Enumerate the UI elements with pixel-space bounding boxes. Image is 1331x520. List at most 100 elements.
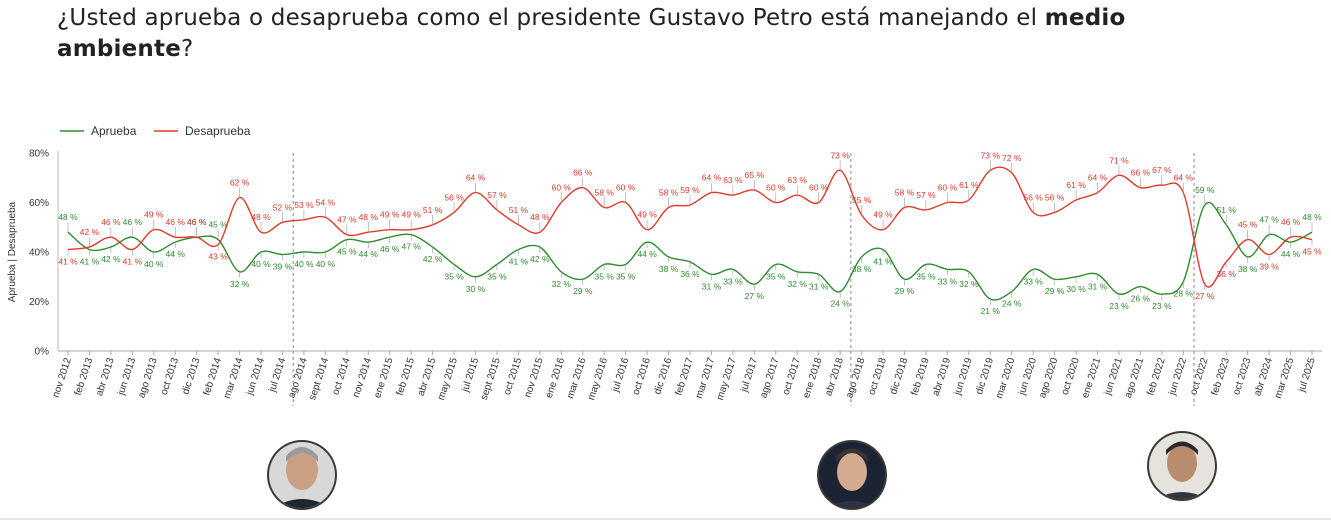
desaprueba-data-label: 56 % xyxy=(1045,192,1065,202)
x-tick-label: oct 2014 xyxy=(330,356,352,396)
aprueba-data-label: 40 % xyxy=(251,259,271,269)
desaprueba-data-label: 60 % xyxy=(616,183,636,193)
desaprueba-data-label: 64 % xyxy=(702,173,722,183)
x-tick-label: jun 2019 xyxy=(952,356,975,397)
desaprueba-data-label: 60 % xyxy=(766,183,786,193)
x-tick-label: ago 2020 xyxy=(1037,356,1060,399)
legend-desaprueba-label: Desaprueba xyxy=(185,124,251,138)
desaprueba-data-label: 63 % xyxy=(788,175,808,185)
aprueba-data-label: 35 % xyxy=(916,271,936,281)
desaprueba-data-label: 51 % xyxy=(423,205,443,215)
aprueba-data-label: 39 % xyxy=(273,261,293,271)
desaprueba-data-label: 60 % xyxy=(552,183,572,193)
x-tick-label: ago 2014 xyxy=(286,356,309,399)
desaprueba-data-label: 27 % xyxy=(1195,291,1215,301)
aprueba-data-label: 36 % xyxy=(680,269,700,279)
aprueba-data-label: 35 % xyxy=(616,271,636,281)
aprueba-data-label: 29 % xyxy=(1045,286,1065,296)
x-tick-label: ene 2018 xyxy=(801,356,824,399)
x-tick-label: jun 2014 xyxy=(244,356,267,397)
y-axis: 0% 20% 40% 60% 80% xyxy=(29,149,59,358)
desaprueba-data-label: 72 % xyxy=(1002,153,1022,163)
x-tick-label: sept 2015 xyxy=(479,356,503,402)
desaprueba-data-label: 59 % xyxy=(680,185,700,195)
desaprueba-data-label: 48 % xyxy=(530,212,550,222)
desaprueba-data-label: 46 % xyxy=(1281,217,1301,227)
aprueba-data-label: 35 % xyxy=(766,271,786,281)
desaprueba-data-label: 49 % xyxy=(144,210,164,220)
y-tick-label: 0% xyxy=(35,347,50,358)
legend: Aprueba Desaprueba xyxy=(60,124,251,138)
aprueba-data-label: 31 % xyxy=(1088,281,1108,291)
aprueba-data-label: 26 % xyxy=(1131,294,1151,304)
desaprueba-data-label: 58 % xyxy=(659,187,679,197)
aprueba-data-label: 32 % xyxy=(959,279,979,289)
desaprueba-data-label: 56 % xyxy=(444,192,464,202)
x-tick-label: ago 2021 xyxy=(1123,356,1146,399)
aprueba-data-label: 40 % xyxy=(144,259,164,269)
x-tick-label: oct 2016 xyxy=(631,356,653,396)
x-tick-label: ene 2016 xyxy=(544,356,567,399)
x-tick-label: feb 2023 xyxy=(1210,356,1233,397)
aprueba-data-label: 23 % xyxy=(1152,301,1172,311)
aprueba-data-label: 46 % xyxy=(123,217,143,227)
x-tick-label: dic 2016 xyxy=(652,356,674,396)
aprueba-data-label: 48 % xyxy=(58,212,78,222)
aprueba-data-label: 59 % xyxy=(1195,185,1215,195)
aprueba-data-label: 46 % xyxy=(380,244,400,254)
desaprueba-line xyxy=(67,166,1313,288)
desaprueba-data-label: 48 % xyxy=(251,212,271,222)
desaprueba-data-label: 73 % xyxy=(981,150,1001,160)
aprueba-data-label: 31 % xyxy=(702,281,722,291)
desaprueba-data-label: 62 % xyxy=(230,178,250,188)
desaprueba-data-label: 49 % xyxy=(637,210,657,220)
y-tick-label: 80% xyxy=(29,149,49,160)
x-tick-label: jul 2014 xyxy=(267,356,289,394)
desaprueba-data-label: 51 % xyxy=(509,205,529,215)
x-tick-label: abr 2019 xyxy=(931,356,954,397)
aprueba-data-label: 40 % xyxy=(294,259,314,269)
aprueba-data-label: 30 % xyxy=(466,284,486,294)
desaprueba-data-label: 46 % xyxy=(187,217,207,227)
aprueba-data-label: 42 % xyxy=(530,254,550,264)
x-tick-label: ago 2013 xyxy=(136,356,159,399)
desaprueba-data-label: 54 % xyxy=(316,197,336,207)
x-tick-label: oct 2022 xyxy=(1188,356,1210,396)
x-tick-label: nov 2015 xyxy=(523,356,546,399)
x-tick-label: mar 2016 xyxy=(565,356,589,400)
aprueba-data-label: 42 % xyxy=(423,254,443,264)
x-tick-label: mar 2017 xyxy=(694,356,718,400)
desaprueba-data-label: 39 % xyxy=(1259,261,1279,271)
aprueba-data-label: 28 % xyxy=(1174,289,1194,299)
x-tick-label: may 2016 xyxy=(586,356,610,402)
aprueba-data-label: 47 % xyxy=(1259,215,1279,225)
x-tick-label: feb 2022 xyxy=(1145,356,1168,397)
aprueba-data-label: 24 % xyxy=(1002,299,1022,309)
aprueba-data-label: 45 % xyxy=(208,220,228,230)
x-tick-label: jul 2015 xyxy=(460,356,482,394)
desaprueba-data-label: 64 % xyxy=(1088,173,1108,183)
desaprueba-data-label: 71 % xyxy=(1109,155,1129,165)
aprueba-data-label: 38 % xyxy=(852,264,872,274)
aprueba-data-label: 44 % xyxy=(166,249,186,259)
x-tick-label: dic 2018 xyxy=(888,356,910,396)
aprueba-data-label: 29 % xyxy=(895,286,915,296)
aprueba-data-label: 32 % xyxy=(788,279,808,289)
aprueba-data-label: 44 % xyxy=(359,249,379,259)
desaprueba-data-label: 52 % xyxy=(273,202,293,212)
x-tick-label: mar 2020 xyxy=(994,356,1018,400)
aprueba-data-label: 38 % xyxy=(659,264,679,274)
x-tick-label: feb 2013 xyxy=(73,356,96,397)
desaprueba-data-label: 49 % xyxy=(873,210,893,220)
x-tick-label: feb 2017 xyxy=(673,356,696,397)
desaprueba-data-label: 41 % xyxy=(58,257,78,267)
aprueba-data-label: 29 % xyxy=(573,286,593,296)
aprueba-data-label: 21 % xyxy=(981,306,1001,316)
x-tick-label: jul 2016 xyxy=(610,356,632,394)
aprueba-data-label: 35 % xyxy=(595,271,615,281)
x-tick-label: abr 2018 xyxy=(823,356,846,397)
desaprueba-data-label: 57 % xyxy=(916,190,936,200)
data-labels: 48 %41 % 42 %46 %40 %44 %46 % 45 %32 %40 %… xyxy=(58,150,1322,316)
portrait-duque xyxy=(817,440,887,510)
title-suffix: ? xyxy=(181,36,194,62)
